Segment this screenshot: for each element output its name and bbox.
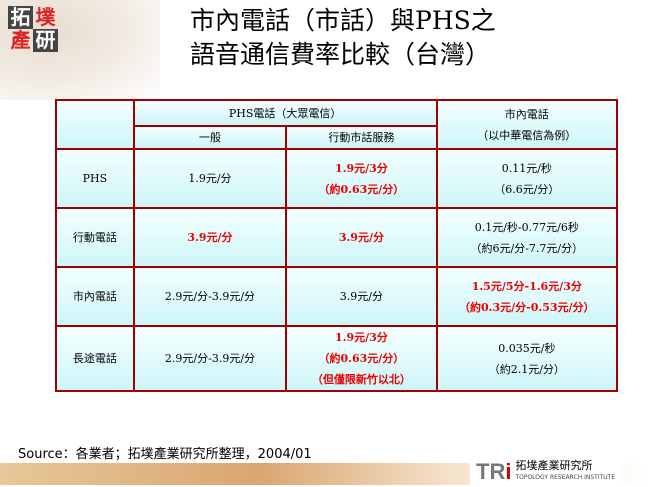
cell-line: 3.9元/分 bbox=[338, 231, 384, 244]
title-line-1: 市內電話（市話）與PHS之 bbox=[190, 6, 496, 35]
logo-char: 拓 bbox=[8, 6, 33, 29]
rate-comparison-table: PHS電話（大眾電信） 市內電話 （以中華電信為例） 一般 行動市話服務 PHS 1… bbox=[55, 99, 619, 392]
cell-local: 1.5元/5分-1.6元/3分 （約0.3元/分-0.53元/分） bbox=[435, 266, 619, 327]
cell-line: 2.9元/分-3.9元/分 bbox=[164, 290, 256, 303]
header-phs: PHS電話（大眾電信） bbox=[132, 99, 438, 127]
institute-name: 拓墣產業研究所 bbox=[515, 459, 593, 472]
logo-char: 研 bbox=[33, 29, 58, 52]
cell-line: 1.9元/3分 bbox=[334, 331, 388, 344]
cell-line: （但僅限新竹以北） bbox=[311, 373, 411, 386]
cell-general: 1.9元/分 bbox=[132, 148, 288, 209]
footer-logo: TRi 拓墣產業研究所 TOPOLOGY RESEARCH INSTITUTE bbox=[470, 457, 622, 487]
title-line-2: 語音通信費率比較（台灣） bbox=[190, 40, 491, 69]
cell-general: 2.9元/分-3.9元/分 bbox=[132, 266, 288, 327]
cell-line: 3.9元/分 bbox=[187, 231, 233, 244]
cell-line: 3.9元/分 bbox=[339, 290, 383, 303]
cell-line: （約0.63元/分） bbox=[318, 352, 405, 365]
table-row: PHS 1.9元/分 1.9元/3分 （約0.63元/分） 0.11元/秒 （6.6元/分… bbox=[55, 148, 619, 209]
page-title: 市內電話（市話）與PHS之 語音通信費率比較（台灣） bbox=[190, 4, 496, 72]
header-general: 一般 bbox=[132, 125, 288, 150]
header-mobile-local: 行動市話服務 bbox=[285, 125, 438, 150]
cell-line: （約6元/分-7.7元/分） bbox=[470, 241, 584, 255]
table-row: 長途電話 2.9元/分-3.9元/分 1.9元/3分 （約0.63元/分） （但僅限新竹… bbox=[55, 325, 619, 392]
cell-general: 3.9元/分 bbox=[132, 207, 288, 268]
cell-line: （6.6元/分） bbox=[494, 182, 560, 196]
tri-mark: TRi bbox=[476, 459, 512, 484]
cell-line: （約0.63元/分） bbox=[318, 182, 405, 196]
row-label: 長途電話 bbox=[55, 325, 135, 392]
row-label: PHS bbox=[55, 148, 135, 209]
cell-line: 0.11元/秒 bbox=[501, 161, 552, 175]
cell-local: 0.11元/秒 （6.6元/分） bbox=[435, 148, 619, 209]
row-label: 市內電話 bbox=[55, 266, 135, 327]
cell-local: 0.035元/秒 （約2.1元/分） bbox=[435, 325, 619, 392]
table-row: 市內電話 2.9元/分-3.9元/分 3.9元/分 1.5元/5分-1.6元/3分 （約… bbox=[55, 266, 619, 327]
cell-mobile-local: 3.9元/分 bbox=[285, 207, 438, 268]
company-logo: 拓 墣 產 研 bbox=[8, 6, 58, 52]
cell-line: 1.9元/3分 bbox=[334, 161, 388, 175]
institute-subname: TOPOLOGY RESEARCH INSTITUTE bbox=[515, 474, 616, 481]
header-local-line: 市內電話 bbox=[504, 107, 549, 121]
corner-cell bbox=[55, 99, 135, 150]
cell-line: （約0.3元/分-0.53元/分） bbox=[459, 300, 595, 314]
row-label: 行動電話 bbox=[55, 207, 135, 268]
cell-line: 0.1元/秒-0.77元/6秒 bbox=[474, 220, 579, 234]
cell-mobile-local: 3.9元/分 bbox=[285, 266, 438, 327]
logo-char: 墣 bbox=[35, 5, 56, 29]
cell-line: 2.9元/分-3.9元/分 bbox=[164, 352, 256, 365]
header-local-line: （以中華電信為例） bbox=[477, 128, 577, 142]
cell-mobile-local: 1.9元/3分 （約0.63元/分） （但僅限新竹以北） bbox=[285, 325, 438, 392]
logo-char: 產 bbox=[10, 28, 31, 52]
table-row: 行動電話 3.9元/分 3.9元/分 0.1元/秒-0.77元/6秒 （約6元/分-7.… bbox=[55, 207, 619, 268]
cell-line: 1.9元/分 bbox=[188, 172, 232, 185]
cell-line: 1.5元/5分-1.6元/3分 bbox=[471, 279, 582, 293]
header-local: 市內電話 （以中華電信為例） bbox=[435, 99, 619, 150]
cell-line: （約2.1元/分） bbox=[488, 362, 565, 376]
cell-line: 0.035元/秒 bbox=[498, 341, 556, 355]
cell-mobile-local: 1.9元/3分 （約0.63元/分） bbox=[285, 148, 438, 209]
source-note: Source：各業者；拓墣產業研究所整理，2004/01 bbox=[18, 447, 312, 462]
cell-local: 0.1元/秒-0.77元/6秒 （約6元/分-7.7元/分） bbox=[435, 207, 619, 268]
cell-general: 2.9元/分-3.9元/分 bbox=[132, 325, 288, 392]
